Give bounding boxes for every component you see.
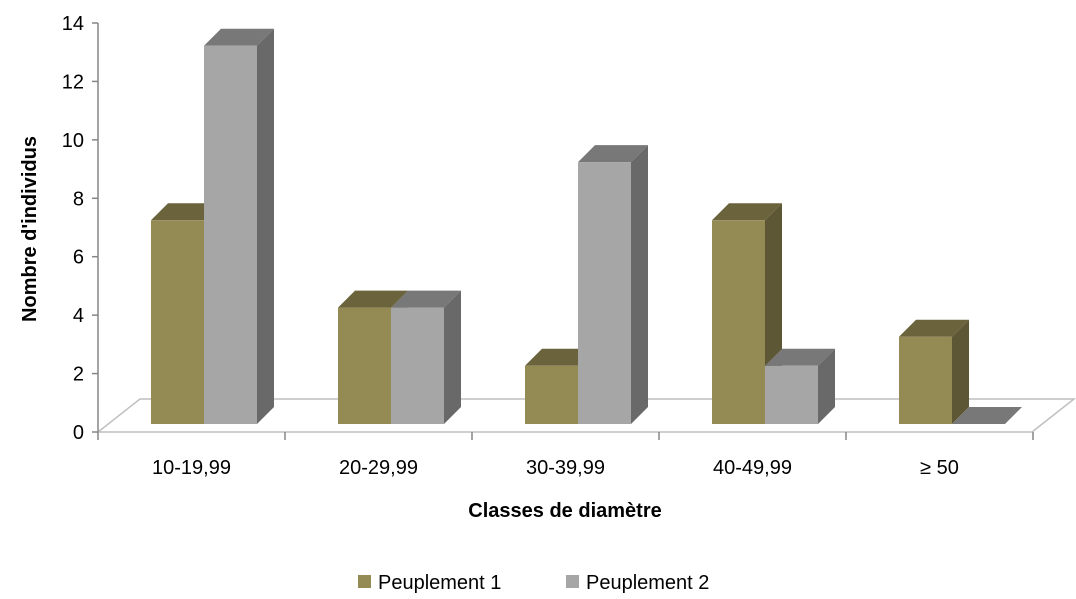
- bar-front: [151, 220, 204, 424]
- x-tick-label: 30-39,99: [526, 457, 605, 479]
- y-tick-label: 10: [62, 130, 84, 152]
- bar: [899, 319, 969, 424]
- bar-front: [712, 220, 765, 424]
- axes: 0 2 4 6 8 10 12 14 10-19,99 20-29,99 30-39,99 40-49…: [62, 13, 1034, 479]
- bar-front: [765, 365, 818, 424]
- bar-top: [204, 28, 274, 46]
- bar: [765, 348, 835, 424]
- bar: [952, 407, 1022, 424]
- y-tick-label: 0: [73, 422, 84, 444]
- legend-swatch-series-1: [358, 575, 371, 588]
- bar-top: [712, 203, 782, 221]
- legend-swatch-series-2: [566, 575, 579, 588]
- x-tick-label: 20-29,99: [339, 457, 418, 479]
- y-tick-label: 14: [62, 13, 84, 35]
- y-tick-label: 2: [73, 364, 84, 386]
- x-tick-label: 40-49,99: [713, 457, 792, 479]
- bar-top: [578, 145, 648, 163]
- bar-top: [765, 348, 835, 366]
- x-tick-label: ≥ 50: [920, 457, 959, 479]
- bar-front: [578, 162, 631, 424]
- bar-top: [899, 319, 969, 337]
- y-axis-title: Nombre d'individus: [19, 136, 41, 322]
- bar-side: [952, 319, 969, 424]
- bar-side: [818, 348, 835, 424]
- legend-label-series-2: Peuplement 2: [586, 572, 709, 594]
- bar: [391, 290, 461, 424]
- legend: Peuplement 1 Peuplement 2: [358, 572, 709, 594]
- bar-top: [952, 407, 1022, 424]
- legend-label-series-1: Peuplement 1: [378, 572, 501, 594]
- x-axis-title: Classes de diamètre: [468, 500, 661, 522]
- y-tick-label: 6: [73, 247, 84, 269]
- bar-side: [257, 28, 274, 424]
- bars: [151, 28, 1022, 424]
- y-tick-label: 12: [62, 71, 84, 93]
- bar-side: [444, 290, 461, 424]
- bar-top: [338, 290, 408, 308]
- y-tick-label: 8: [73, 188, 84, 210]
- bar-side: [631, 145, 648, 424]
- bar-front: [525, 365, 578, 424]
- x-tick-label: 10-19,99: [152, 457, 231, 479]
- bar-top: [151, 203, 221, 221]
- bar: [204, 28, 274, 424]
- y-tick-label: 4: [73, 305, 84, 327]
- bar-front: [899, 336, 952, 424]
- bar-front: [391, 307, 444, 424]
- bar-front: [204, 45, 257, 424]
- bar-top: [525, 348, 595, 366]
- bar-front: [338, 307, 391, 424]
- bar: [578, 145, 648, 424]
- bar-top: [391, 290, 461, 308]
